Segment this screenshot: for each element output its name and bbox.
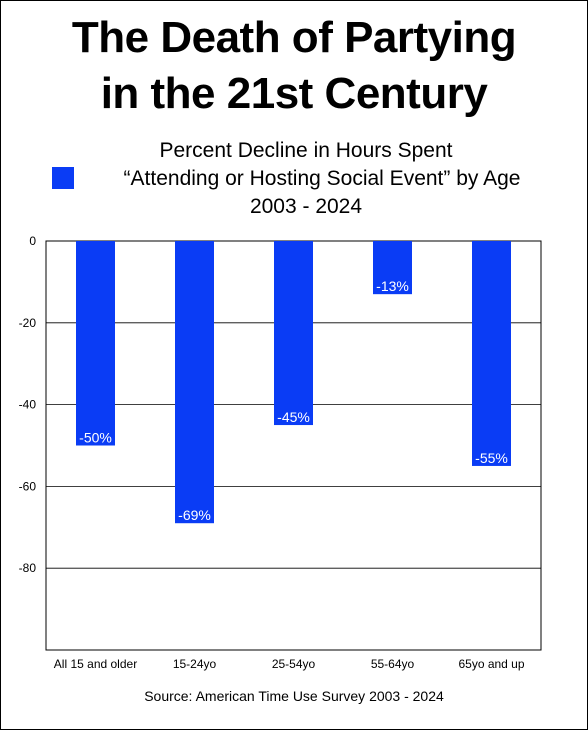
chart-title-line-2: in the 21st Century [100,69,488,118]
y-tick-label: -80 [19,561,37,575]
chart-subtitle-line-2: “Attending or Hosting Social Event” by A… [123,167,521,190]
y-tick-label: 0 [29,234,36,248]
chart-title-line-1: The Death of Partying [71,13,517,62]
x-tick-label: 65yo and up [458,657,524,671]
data-label: -50% [79,430,112,446]
chart-subtitle-line-3: 2003 - 2024 [249,195,363,218]
data-label: -55% [475,450,508,466]
data-label: -69% [178,507,211,523]
bar [175,241,214,524]
bar [274,241,313,426]
data-label: -45% [277,409,310,425]
bar [373,241,412,295]
x-tick-label: 15-24yo [173,657,217,671]
y-tick-label: -40 [19,398,37,412]
x-tick-label: 55-64yo [371,657,415,671]
chart-subtitle-line-1: Percent Decline in Hours Spent [159,139,453,162]
data-label: -13% [376,278,409,294]
legend-swatch [52,167,74,189]
bar-chart: 0 -20 -40 -60 -80 -50% All 15 and older -69% 15-… [19,234,542,671]
x-tick-label: All 15 and older [54,657,137,671]
bar [76,241,115,446]
y-tick-label: -60 [19,479,37,493]
y-tick-label: -20 [19,316,37,330]
chart-source: Source: American Time Use Survey 2003 - … [144,688,444,704]
x-tick-label: 25-54yo [272,657,316,671]
bar [472,241,511,466]
